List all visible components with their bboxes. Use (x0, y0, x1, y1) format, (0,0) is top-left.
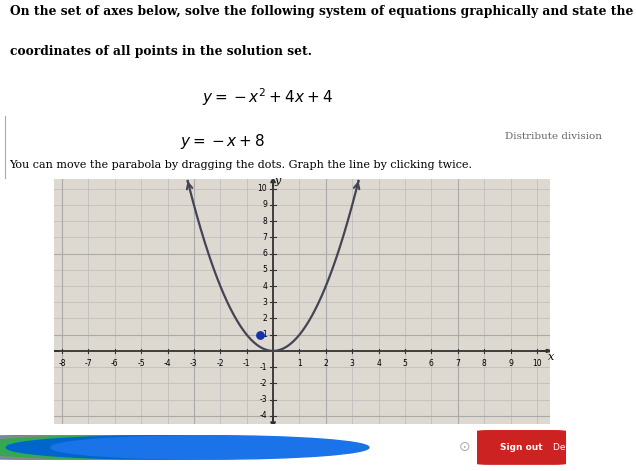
Text: -3: -3 (190, 359, 198, 368)
Text: -1: -1 (243, 359, 251, 368)
Circle shape (6, 436, 324, 459)
Circle shape (0, 436, 235, 459)
Text: -2: -2 (259, 379, 267, 388)
Text: coordinates of all points in the solution set.: coordinates of all points in the solutio… (10, 45, 312, 58)
Circle shape (51, 436, 369, 459)
Circle shape (0, 436, 191, 459)
Text: -5: -5 (137, 359, 145, 368)
Text: -3: -3 (259, 395, 267, 404)
Text: 9: 9 (263, 201, 267, 210)
Text: 6: 6 (263, 249, 267, 258)
Text: Sign out: Sign out (500, 443, 543, 452)
Text: 4: 4 (376, 359, 381, 368)
Text: 2: 2 (324, 359, 328, 368)
Text: 5: 5 (403, 359, 408, 368)
Text: 4: 4 (263, 282, 267, 291)
Text: 1: 1 (263, 330, 267, 339)
Text: ⊙: ⊙ (459, 440, 470, 455)
Text: $y = -x^2 + 4x + 4$: $y = -x^2 + 4x + 4$ (202, 86, 333, 107)
Text: 8: 8 (482, 359, 487, 368)
Text: 3: 3 (350, 359, 355, 368)
Text: -4: -4 (259, 411, 267, 420)
Text: 9: 9 (508, 359, 513, 368)
Circle shape (0, 436, 280, 459)
Text: On the set of axes below, solve the following system of equations graphically an: On the set of axes below, solve the foll… (10, 5, 633, 18)
Text: -7: -7 (85, 359, 92, 368)
Text: 1: 1 (297, 359, 302, 368)
Text: -6: -6 (111, 359, 118, 368)
Text: US: US (618, 443, 629, 452)
Text: $y = -x + 8$: $y = -x + 8$ (180, 132, 265, 152)
FancyArrow shape (539, 349, 553, 352)
Text: -4: -4 (163, 359, 171, 368)
Text: -8: -8 (59, 359, 66, 368)
Text: -2: -2 (216, 359, 224, 368)
Text: 10: 10 (258, 184, 267, 193)
Text: Distribute division: Distribute division (505, 132, 602, 141)
Text: x: x (548, 351, 555, 362)
Text: Dec 5  4:06: Dec 5 4:06 (553, 443, 605, 452)
Text: 3: 3 (263, 298, 267, 307)
FancyArrow shape (46, 349, 59, 352)
FancyBboxPatch shape (477, 430, 566, 465)
Text: 8: 8 (263, 217, 267, 226)
Point (255, 331, 265, 339)
Text: y: y (275, 176, 281, 186)
Text: 10: 10 (532, 359, 542, 368)
Text: -1: -1 (259, 363, 267, 372)
Text: 6: 6 (429, 359, 434, 368)
Text: 5: 5 (263, 265, 267, 274)
Text: 2: 2 (263, 314, 267, 323)
FancyArrow shape (271, 179, 275, 187)
Text: You can move the parabola by dragging the dots. Graph the line by clicking twice: You can move the parabola by dragging th… (10, 160, 473, 170)
FancyArrow shape (271, 417, 275, 426)
Text: 7: 7 (263, 233, 267, 242)
Text: 7: 7 (455, 359, 460, 368)
